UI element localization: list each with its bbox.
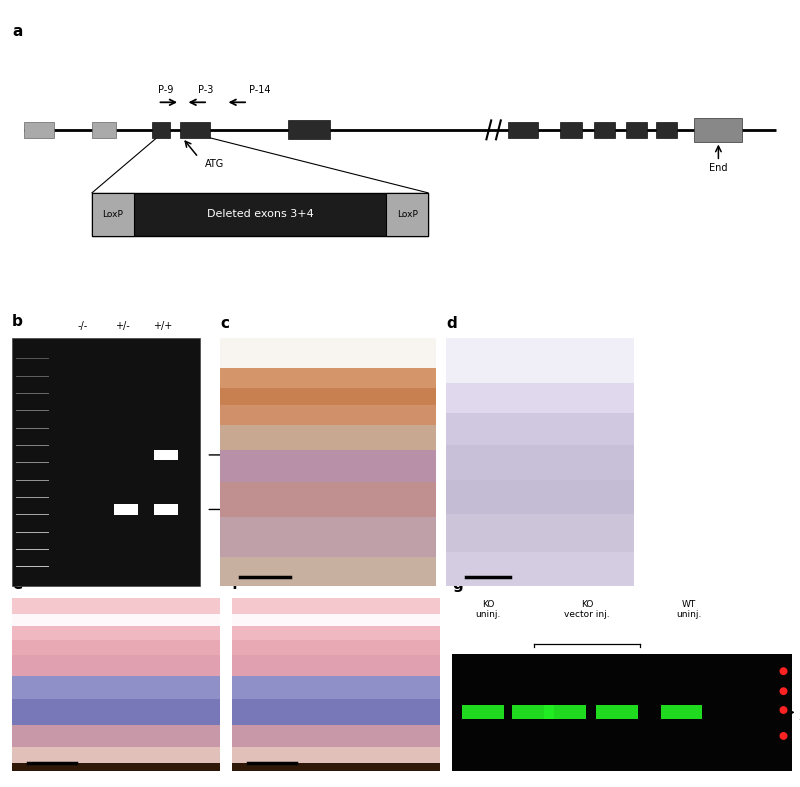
Bar [232,598,440,614]
Bar [446,338,634,383]
Bar [386,193,428,236]
Text: +/+: +/+ [153,320,172,331]
Bar [180,122,210,138]
Text: WT
uninj.: WT uninj. [676,600,702,619]
Circle shape [779,687,787,695]
Bar [288,120,330,139]
Text: P-14: P-14 [249,85,270,95]
Bar [12,598,220,614]
Circle shape [779,706,787,714]
Bar [626,122,647,138]
Text: 854 bp: 854 bp [244,450,278,460]
Bar [220,405,436,425]
Text: LoxP: LoxP [102,210,123,219]
Text: c: c [220,316,229,331]
Bar [12,614,220,626]
Bar [12,747,220,763]
Bar [661,705,702,719]
Bar [12,626,220,640]
Text: g: g [452,577,462,592]
Text: -/-: -/- [78,320,87,331]
Bar [114,504,138,515]
Text: a: a [12,24,22,39]
Bar [220,338,436,368]
Bar [220,450,436,482]
Bar [462,705,504,719]
Text: 358 bp: 358 bp [244,504,278,515]
Bar [12,640,220,656]
Bar [446,383,634,412]
Bar [12,725,220,747]
Bar [544,705,586,719]
Bar [232,725,440,747]
Bar [446,515,634,552]
Bar [232,676,440,699]
Bar [12,699,220,725]
Bar [446,338,634,586]
Bar [12,598,220,771]
Bar [446,412,634,445]
Bar [232,747,440,763]
Bar [220,482,436,517]
Bar [232,763,440,771]
Bar [220,388,436,405]
Bar [656,122,677,138]
Bar [232,656,440,676]
Bar [152,122,170,138]
Bar [446,552,634,586]
Text: LoxP: LoxP [397,210,418,219]
Bar [560,122,582,138]
Bar [220,517,436,556]
Text: f: f [232,577,238,592]
Bar [452,653,792,771]
Bar [508,122,538,138]
Bar [512,705,554,719]
Bar [232,626,440,640]
Text: KO
vector inj.: KO vector inj. [564,600,610,619]
Bar [24,122,54,138]
Bar [154,504,178,515]
Bar [446,480,634,515]
Text: P-9: P-9 [158,85,174,95]
Text: +/-: +/- [115,320,130,331]
Text: d: d [446,316,457,331]
Bar [92,193,134,236]
Bar [220,368,436,388]
Circle shape [779,732,787,740]
Bar [232,614,440,626]
Bar [446,445,634,480]
Text: e: e [12,577,22,592]
Text: P-3: P-3 [198,85,214,95]
Bar [220,425,436,450]
Bar [92,122,116,138]
Bar [12,676,220,699]
Bar [594,122,615,138]
Bar [92,193,428,236]
Bar [12,338,200,586]
Text: End: End [709,163,728,173]
Circle shape [779,667,787,675]
Text: b: b [12,314,23,329]
Bar [12,656,220,676]
Bar [596,705,638,719]
Bar [232,598,440,771]
Bar [12,763,220,771]
Bar [452,598,792,653]
Text: KO
uninj.: KO uninj. [475,600,501,619]
Bar [694,118,742,142]
Bar [220,556,436,586]
Text: ATG: ATG [205,159,224,169]
Bar [232,640,440,656]
Bar [154,450,178,460]
Bar [220,338,436,586]
Text: Deleted exons 3+4: Deleted exons 3+4 [206,209,314,220]
Bar [232,699,440,725]
